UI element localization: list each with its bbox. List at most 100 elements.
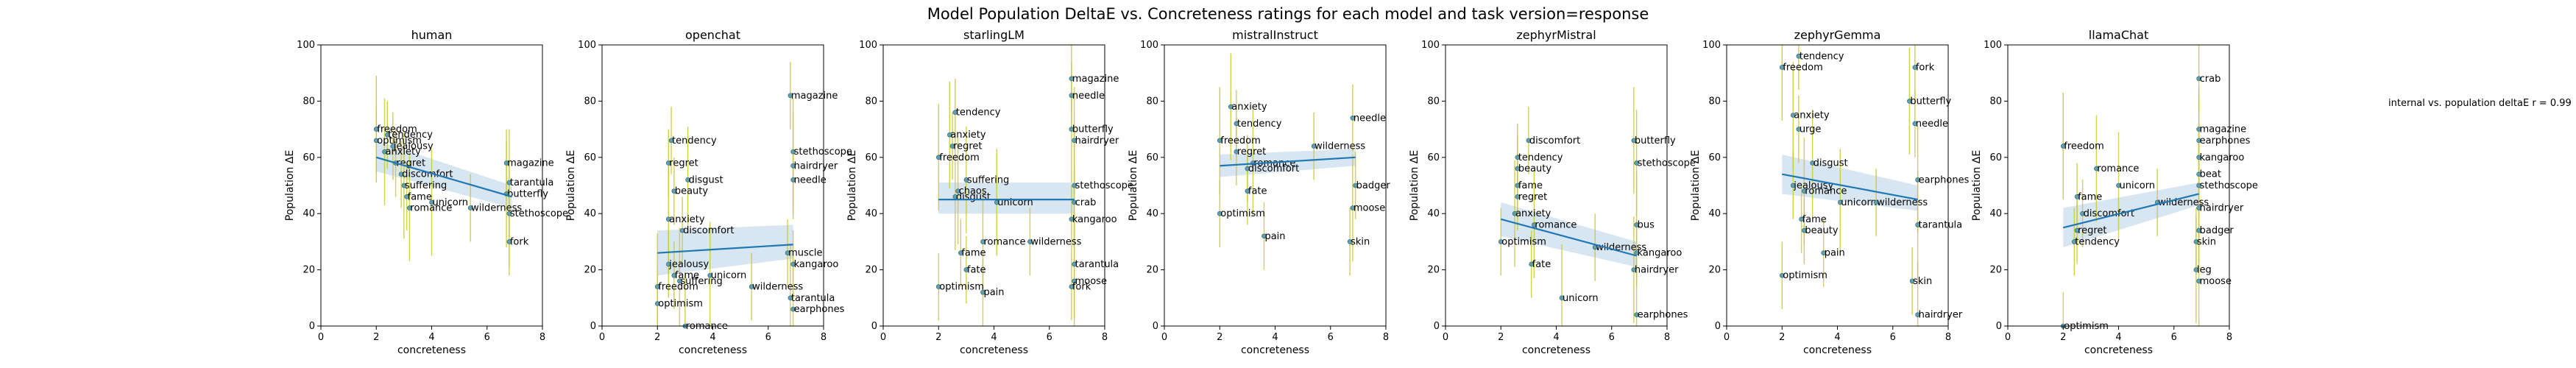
point-hairdryer bbox=[1631, 267, 1637, 272]
point-label: tendency bbox=[1237, 118, 1282, 130]
point-label: freedom bbox=[939, 152, 980, 163]
y-tick-label: 40 bbox=[1989, 208, 2002, 219]
point-tarantula bbox=[1915, 222, 1920, 227]
confidence-band bbox=[1501, 202, 1637, 267]
point-urge bbox=[1796, 127, 1802, 132]
regression-line bbox=[1500, 218, 1637, 257]
point-tarantula bbox=[506, 180, 512, 185]
y-tick-label: 80 bbox=[1427, 96, 1440, 107]
point-label: butterfly bbox=[1635, 135, 1676, 146]
point-label: optimism bbox=[1501, 236, 1546, 247]
point-label: crab bbox=[1075, 197, 1097, 208]
point-hairdryer bbox=[790, 163, 796, 169]
x-axis-label: concreteness bbox=[1241, 344, 1309, 356]
point-label: fame bbox=[408, 191, 432, 202]
point-label: kangaroo bbox=[794, 259, 839, 270]
point-fame bbox=[2074, 194, 2080, 199]
point-label: needle bbox=[794, 174, 827, 185]
point-label: wilderness bbox=[2158, 197, 2209, 208]
point-romance bbox=[2094, 166, 2099, 171]
point-label: pain bbox=[1264, 231, 1285, 242]
point-tendency bbox=[1515, 155, 1521, 160]
point-label: hairdryer bbox=[2200, 203, 2244, 214]
point-skin bbox=[1909, 278, 1915, 284]
point-label: discomfort bbox=[1248, 163, 1299, 174]
y-tick-label: 0 bbox=[309, 321, 315, 332]
y-tick-label: 100 bbox=[1702, 40, 1721, 51]
x-tick-label: 6 bbox=[1328, 332, 1334, 343]
point-hairdryer bbox=[1072, 138, 1077, 144]
point-label: magazine bbox=[507, 158, 554, 169]
point-label: skin bbox=[1913, 276, 1932, 287]
x-tick-label: 2 bbox=[1498, 332, 1504, 343]
y-tick-label: 80 bbox=[302, 96, 315, 107]
point-fork bbox=[1912, 65, 1918, 70]
x-tick-label: 2 bbox=[1779, 332, 1785, 343]
confidence-band bbox=[1782, 154, 1918, 211]
x-tick-label: 2 bbox=[1217, 332, 1222, 343]
x-axis-label: concreteness bbox=[1803, 344, 1872, 356]
x-tick-label: 2 bbox=[373, 332, 379, 343]
x-tick-label: 6 bbox=[1890, 332, 1896, 343]
point-freedom bbox=[2060, 144, 2066, 149]
point-label: earphones bbox=[2200, 135, 2251, 146]
point-label: tarantula bbox=[791, 293, 835, 304]
point-label: discomfort bbox=[2084, 208, 2134, 219]
point-label: freedom bbox=[1783, 63, 1823, 74]
point-label: fate bbox=[967, 265, 986, 276]
side-note: internal vs. population deltaE r = 0.99 bbox=[2388, 98, 2572, 109]
point-freedom bbox=[1779, 65, 1785, 70]
regression-line bbox=[1782, 173, 1918, 201]
point-beauty bbox=[1802, 227, 1807, 233]
point-label: fame bbox=[1802, 214, 1827, 225]
point-label: unicorn bbox=[1563, 293, 1599, 304]
point-label: badger bbox=[1356, 180, 1391, 191]
point-optimism bbox=[1498, 239, 1504, 244]
y-tick-label: 20 bbox=[1708, 265, 1721, 276]
y-tick-label: 60 bbox=[302, 152, 315, 163]
point-unicorn bbox=[1559, 295, 1565, 301]
point-label: unicorn bbox=[1841, 197, 1877, 208]
point-unicorn bbox=[707, 272, 713, 278]
point-label: anxiety bbox=[950, 130, 986, 141]
point-label: beauty bbox=[1805, 225, 1839, 236]
point-butterfly bbox=[1069, 127, 1075, 132]
regression-line bbox=[2062, 193, 2199, 229]
panel-title: starlingLM bbox=[963, 28, 1025, 42]
point-label: tendency bbox=[2075, 236, 2120, 247]
point-wilderness bbox=[749, 284, 754, 289]
point-pain bbox=[1821, 250, 1826, 255]
panel-mistralinstruct: mistralInstruct anxiety tendency freedomreg… bbox=[1128, 28, 1390, 356]
point-label: hairdryer bbox=[1919, 310, 1963, 321]
point-tarantula bbox=[788, 295, 793, 301]
x-tick-label: 0 bbox=[318, 332, 324, 343]
panel-title: mistralInstruct bbox=[1232, 28, 1318, 42]
y-tick-label: 60 bbox=[584, 152, 596, 163]
point-label: moose bbox=[1075, 276, 1107, 287]
point-label: unicorn bbox=[711, 270, 747, 281]
point-label: pain bbox=[1825, 248, 1845, 259]
point-label: needle bbox=[1072, 91, 1105, 102]
y-tick-label: 40 bbox=[1708, 208, 1721, 219]
point-tendency bbox=[2072, 239, 2077, 244]
point-label: stethoscope bbox=[510, 208, 568, 219]
point-discomfort bbox=[1526, 138, 1532, 144]
regression-line bbox=[375, 156, 512, 198]
y-tick-label: 60 bbox=[1989, 152, 2002, 163]
point-butterfly bbox=[1631, 138, 1637, 144]
x-tick-label: 4 bbox=[991, 332, 997, 343]
point-label: regret bbox=[669, 158, 698, 169]
y-axis-label: Population ΔE bbox=[846, 150, 858, 221]
point-label: tarantula bbox=[1919, 219, 1963, 230]
point-needle bbox=[1350, 116, 1356, 121]
x-tick-label: 6 bbox=[484, 332, 490, 343]
point-label: magazine bbox=[2200, 124, 2247, 135]
panel-llamachat: llamaChat crab freedom romance unicorn fame di… bbox=[1971, 28, 2258, 356]
point-unicorn bbox=[2116, 183, 2121, 188]
x-tick-label: 4 bbox=[1272, 332, 1278, 343]
point-label: suffering bbox=[967, 174, 1009, 185]
point-label: pain bbox=[983, 287, 1004, 298]
point-label: kangaroo bbox=[1072, 214, 1117, 225]
y-axis-label: Population ΔE bbox=[1971, 150, 1983, 221]
x-tick-label: 8 bbox=[821, 332, 827, 343]
